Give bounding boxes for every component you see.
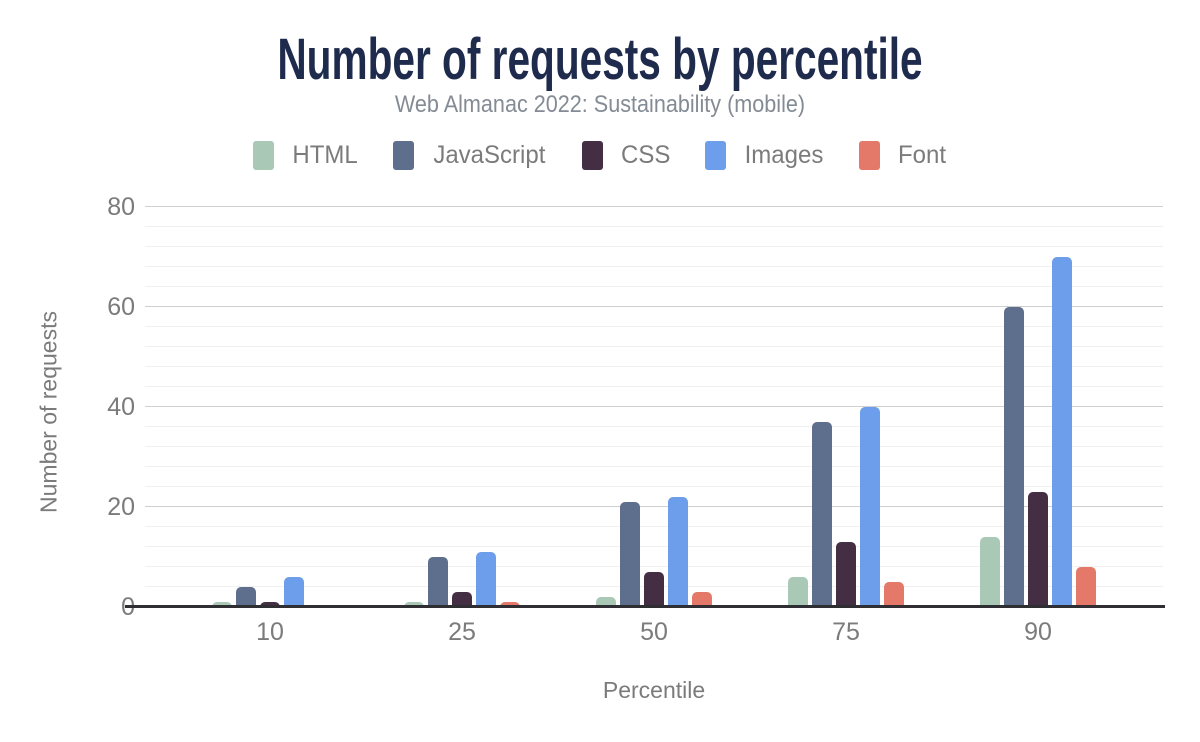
y-tick-label-20: 20 (107, 493, 135, 521)
x-tick-label-10: 10 (256, 618, 284, 646)
minor-gridline-52 (145, 346, 1163, 347)
legend-label-html: HTML (292, 140, 358, 169)
y-axis-title: Number of requests (35, 311, 62, 513)
bar-images-p10 (284, 577, 304, 607)
legend-label-images: Images (744, 140, 824, 169)
x-tick-label-50: 50 (640, 618, 668, 646)
bar-javascript-p90 (1004, 307, 1024, 607)
minor-gridline-12 (145, 546, 1163, 547)
bar-css-p25 (452, 592, 472, 607)
chart-subtitle: Web Almanac 2022: Sustainability (mobile… (394, 91, 806, 118)
bar-html-p25 (404, 602, 424, 607)
legend-item-font[interactable]: Font (859, 140, 947, 170)
bar-css-p90 (1028, 492, 1048, 607)
x-tick-label-90: 90 (1024, 618, 1052, 646)
bar-javascript-p50 (620, 502, 640, 607)
legend: HTML JavaScript CSS Images Font (0, 139, 1200, 171)
minor-gridline-36 (145, 426, 1163, 427)
legend-swatch-css (581, 140, 603, 170)
y-tick-label-80: 80 (107, 193, 135, 221)
minor-gridline-48 (145, 366, 1163, 367)
bar-font-p25 (500, 602, 520, 607)
bar-javascript-p75 (812, 422, 832, 607)
bar-html-p75 (788, 577, 808, 607)
minor-gridline-76 (145, 226, 1163, 227)
bar-css-p10 (260, 602, 280, 607)
bar-html-p10 (212, 602, 232, 607)
major-gridline-80 (145, 206, 1163, 207)
minor-gridline-72 (145, 246, 1163, 247)
minor-gridline-56 (145, 326, 1163, 327)
minor-gridline-44 (145, 386, 1163, 387)
legend-label-font: Font (898, 140, 947, 169)
bar-javascript-p10 (236, 587, 256, 607)
legend-item-html[interactable]: HTML (252, 140, 359, 170)
bar-images-p90 (1052, 257, 1072, 607)
legend-swatch-html (252, 140, 274, 170)
bar-css-p50 (644, 572, 664, 607)
bar-font-p90 (1076, 567, 1096, 607)
bar-images-p50 (668, 497, 688, 607)
legend-swatch-images (705, 140, 727, 170)
legend-swatch-font (859, 140, 881, 170)
plot-area: 0204060801025507590 (107, 194, 1165, 645)
major-gridline-40 (145, 406, 1163, 407)
minor-gridline-68 (145, 266, 1163, 267)
bar-font-p75 (884, 582, 904, 607)
x-tick-label-25: 25 (448, 618, 476, 646)
bar-images-p25 (476, 552, 496, 607)
minor-gridline-8 (145, 566, 1163, 567)
legend-item-images[interactable]: Images (705, 140, 825, 170)
legend-label-javascript: JavaScript (433, 140, 546, 169)
x-axis-line (125, 605, 1165, 608)
x-tick-label-75: 75 (832, 618, 860, 646)
x-axis-title: Percentile (602, 677, 706, 703)
major-gridline-60 (145, 306, 1163, 307)
bar-css-p75 (836, 542, 856, 607)
legend-item-css[interactable]: CSS (581, 140, 671, 170)
chart-title: Number of requests by percentile (277, 27, 923, 92)
bar-font-p50 (692, 592, 712, 607)
minor-gridline-28 (145, 466, 1163, 467)
major-gridline-20 (145, 506, 1163, 507)
bar-html-p90 (980, 537, 1000, 607)
legend-item-javascript[interactable]: JavaScript (392, 140, 548, 170)
minor-gridline-64 (145, 286, 1163, 287)
legend-swatch-javascript (392, 140, 414, 170)
bar-images-p75 (860, 407, 880, 607)
minor-gridline-24 (145, 486, 1163, 487)
y-tick-label-60: 60 (107, 293, 135, 321)
minor-gridline-16 (145, 526, 1163, 527)
minor-gridline-32 (145, 446, 1163, 447)
bar-html-p50 (596, 597, 616, 607)
bar-javascript-p25 (428, 557, 448, 607)
legend-label-css: CSS (620, 140, 671, 169)
y-tick-label-40: 40 (107, 393, 135, 421)
